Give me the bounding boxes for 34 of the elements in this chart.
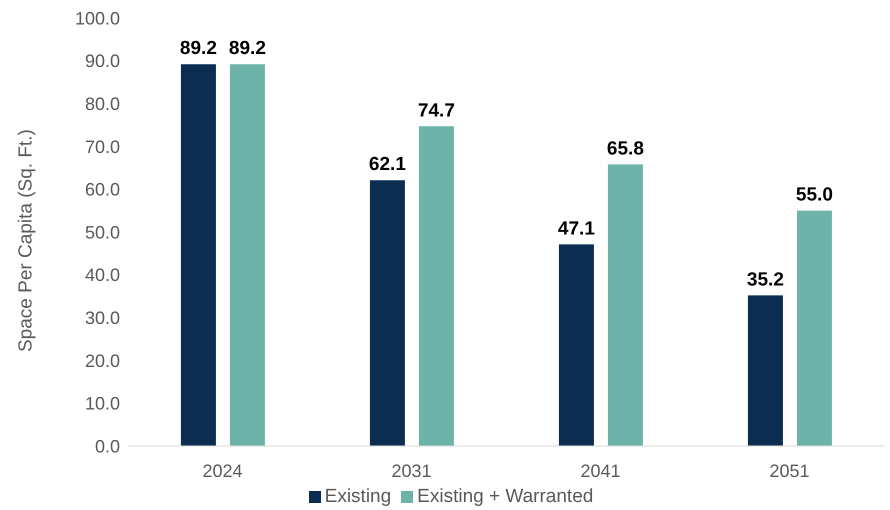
x-tick-label: 2024 bbox=[202, 460, 243, 481]
data-label: 55.0 bbox=[796, 184, 833, 206]
y-tick-label: 100.0 bbox=[74, 8, 120, 28]
data-label: 35.2 bbox=[746, 269, 784, 290]
y-tick-label: 90.0 bbox=[84, 51, 120, 72]
bar bbox=[230, 64, 265, 446]
y-tick-label: 50.0 bbox=[84, 222, 120, 242]
data-label: 62.1 bbox=[368, 154, 406, 176]
bar bbox=[748, 295, 783, 446]
y-tick-label: 40.0 bbox=[84, 265, 120, 286]
data-label: 47.1 bbox=[558, 218, 596, 240]
x-tick-label: 2051 bbox=[769, 460, 810, 481]
bar bbox=[418, 126, 454, 446]
data-label: 89.2 bbox=[180, 38, 217, 60]
bar bbox=[796, 210, 832, 446]
bar bbox=[558, 244, 594, 446]
y-tick-label: 30.0 bbox=[84, 308, 120, 328]
bar bbox=[180, 64, 216, 446]
y-tick-label: 10.0 bbox=[84, 394, 120, 414]
x-tick-label: 2031 bbox=[391, 460, 432, 481]
legend-label: Existing bbox=[324, 486, 392, 507]
data-label: 89.2 bbox=[228, 38, 266, 60]
y-axis-title: Space Per Capita (Sq. Ft.) bbox=[16, 129, 37, 352]
y-tick-label: 60.0 bbox=[84, 180, 120, 200]
y-tick-label: 70.0 bbox=[84, 136, 120, 157]
data-label: 74.7 bbox=[418, 100, 455, 122]
x-tick-label: 2041 bbox=[580, 460, 621, 481]
y-tick-label: 80.0 bbox=[84, 94, 120, 114]
bar bbox=[370, 180, 405, 446]
data-label: 65.8 bbox=[606, 138, 644, 160]
y-tick-label: 0.0 bbox=[94, 436, 120, 456]
y-tick-label: 20.0 bbox=[84, 350, 120, 371]
bar bbox=[608, 164, 643, 446]
legend-label: Existing + Warranted bbox=[417, 486, 594, 507]
